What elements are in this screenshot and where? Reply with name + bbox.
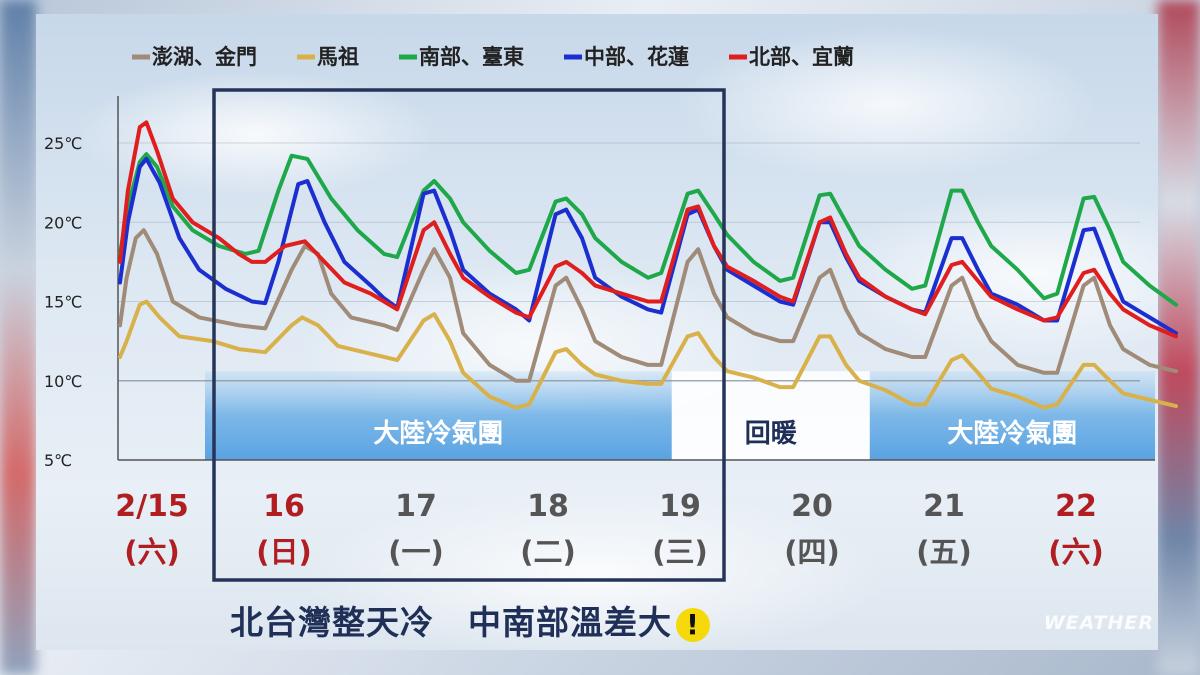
series-line-1 xyxy=(118,299,1178,410)
legend-label-4: 北部、宜蘭 xyxy=(749,45,854,69)
day-weekday-label: (一) xyxy=(388,535,444,569)
watermark-logo: WEATHER xyxy=(1043,612,1154,634)
day-weekday-label: (四) xyxy=(784,535,840,569)
series-line-2 xyxy=(118,152,1178,307)
day-weekday-label: (五) xyxy=(916,535,972,569)
band-label-0: 大陸冷氣團 xyxy=(373,418,503,449)
day-weekday-label: (六) xyxy=(1048,535,1104,569)
y-tick-label: 20℃ xyxy=(44,213,82,232)
day-weekday-label: (日) xyxy=(256,535,312,569)
y-tick-label: 5℃ xyxy=(44,451,72,470)
day-date-label: 18 xyxy=(527,489,569,524)
legend-label-3: 中部、花蓮 xyxy=(584,45,689,69)
band-label-2: 大陸冷氣團 xyxy=(947,418,1077,449)
band-cold-2 xyxy=(869,371,1155,460)
day-date-label: 21 xyxy=(923,489,965,524)
y-tick-label: 10℃ xyxy=(44,372,82,391)
legend-label-0: 澎湖、金門 xyxy=(152,45,257,69)
bottom-title: 北台灣整天冷 中南部溫差大! xyxy=(0,596,940,644)
legend-label-2: 南部、臺東 xyxy=(419,45,524,69)
day-weekday-label: (三) xyxy=(652,535,708,569)
legend-label-1: 馬祖 xyxy=(317,45,359,69)
day-date-label: 17 xyxy=(395,489,437,524)
y-tick-label: 15℃ xyxy=(44,293,82,312)
highlight-box xyxy=(212,88,726,582)
blurred-background-left xyxy=(0,0,36,675)
warning-icon: ! xyxy=(676,607,710,642)
band-cold-0 xyxy=(205,371,672,460)
series-line-3 xyxy=(118,156,1178,336)
band-warm-1 xyxy=(671,371,870,460)
day-date-label: 19 xyxy=(659,489,701,524)
series-line-4 xyxy=(118,120,1178,339)
bottom-title-text: 北台灣整天冷 中南部溫差大 xyxy=(230,603,672,642)
day-weekday-label: (六) xyxy=(124,535,180,569)
day-date-label: 22 xyxy=(1055,489,1097,524)
blurred-background-right xyxy=(1158,0,1200,675)
series-line-0 xyxy=(118,228,1178,383)
forecast-panel xyxy=(36,14,1158,650)
band-label-1: 回暖 xyxy=(745,419,798,449)
day-weekday-label: (二) xyxy=(520,535,576,569)
day-date-label: 20 xyxy=(791,489,833,524)
y-tick-label: 25℃ xyxy=(44,134,82,153)
day-date-label: 16 xyxy=(263,489,305,524)
day-date-label: 2/15 xyxy=(115,489,189,524)
